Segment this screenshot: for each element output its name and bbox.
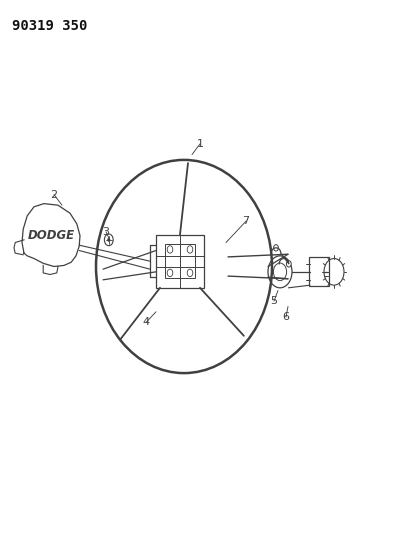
Text: 90319 350: 90319 350 — [12, 19, 87, 33]
Text: 2: 2 — [50, 190, 58, 199]
Text: DODGE: DODGE — [28, 229, 75, 242]
Text: 5: 5 — [270, 296, 278, 306]
Circle shape — [187, 246, 193, 253]
Circle shape — [187, 269, 193, 277]
Text: 1: 1 — [196, 139, 204, 149]
Circle shape — [167, 246, 173, 253]
Circle shape — [108, 238, 110, 241]
Text: 6: 6 — [282, 312, 290, 322]
Circle shape — [286, 261, 291, 267]
Text: 7: 7 — [242, 216, 250, 226]
Circle shape — [167, 269, 173, 277]
Circle shape — [274, 245, 278, 251]
Text: 4: 4 — [142, 318, 150, 327]
Text: 3: 3 — [102, 227, 110, 237]
Circle shape — [104, 234, 113, 246]
